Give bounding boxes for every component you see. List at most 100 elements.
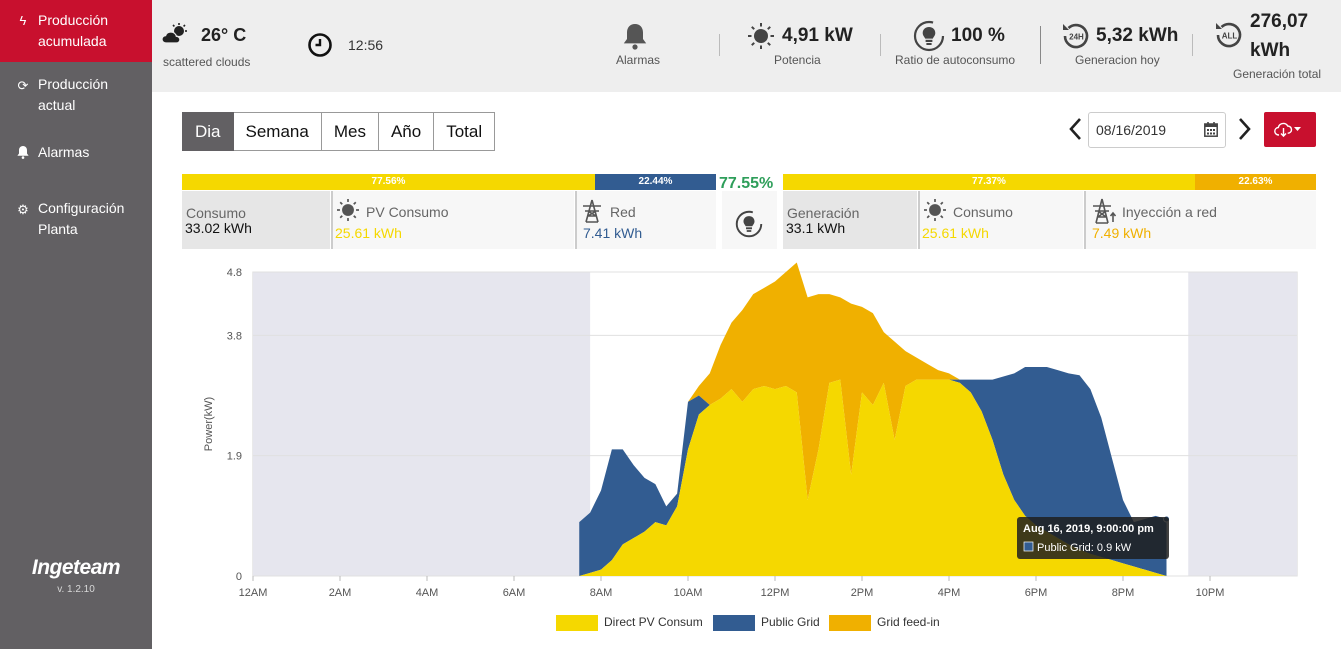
night-band (1188, 272, 1297, 576)
x-tick-label: 4PM (938, 587, 961, 599)
sidebar-item-produccion-actual[interactable]: ⟳ Producción actual (0, 74, 152, 122)
x-tick-label: 8AM (590, 587, 613, 599)
svg-text:24H: 24H (1069, 33, 1084, 42)
y-tick-label: 3.8 (227, 330, 242, 342)
legend-grid-feedin[interactable]: Grid feed-in (829, 614, 940, 632)
next-date-button[interactable] (1238, 117, 1252, 145)
sidebar-item-alarmas[interactable]: Alarmas (0, 142, 152, 164)
24h-icon: 24H (1060, 21, 1092, 56)
x-tick-label: 4AM (416, 587, 439, 599)
alarms-link[interactable]: Alarmas (616, 53, 661, 67)
consumption-value: 33.02 kWh (185, 220, 252, 236)
generation-total-unit: kWh (1250, 40, 1291, 61)
legend-label: Direct PV Consum (604, 615, 703, 629)
current-time: 12:56 (348, 37, 384, 53)
consumption-total-panel: Consumo 33.02 kWh (182, 191, 330, 249)
chevron-left-icon (1069, 118, 1081, 140)
calendar-icon[interactable] (1204, 122, 1218, 137)
sidebar-item-label: Producción actual (38, 76, 109, 113)
x-tick-label: 12PM (761, 587, 790, 599)
legend-label: Grid feed-in (877, 615, 940, 629)
generation-consumption-panel: Consumo 25.61 kWh (918, 191, 1083, 249)
generation-total-panel: Generación 33.1 kWh (783, 191, 917, 249)
generation-label: Generación (787, 205, 860, 221)
pv-consumption-value: 25.61 kWh (335, 225, 402, 241)
x-tick-label: 10PM (1196, 587, 1225, 599)
divider (719, 34, 720, 56)
download-button[interactable] (1264, 112, 1316, 147)
tab-mes[interactable]: Mes (321, 112, 379, 151)
pv-consumption-panel: PV Consumo 25.61 kWh (331, 191, 574, 249)
grid-consumption-panel: Red 7.41 kWh (575, 191, 716, 249)
bulb-cycle-icon (913, 20, 945, 57)
x-tick-label: 6PM (1025, 587, 1048, 599)
power-tower-upload-icon (1092, 198, 1117, 229)
weather-description: scattered clouds (163, 55, 251, 69)
x-tick-label: 12AM (239, 587, 268, 599)
legend-public-grid[interactable]: Public Grid (713, 614, 820, 632)
date-input[interactable] (1088, 112, 1226, 148)
legend-swatch (556, 614, 598, 631)
self-consumption-value: 100 % (951, 25, 1005, 46)
generation-total-value: 276,07 (1250, 11, 1309, 32)
power-label: Potencia (774, 53, 821, 67)
tooltip-title: Aug 16, 2019, 9:00:00 pm (1023, 523, 1154, 535)
injection-panel: Inyección a red 7.49 kWh (1084, 191, 1316, 249)
generation-total-label: Generación total (1233, 67, 1322, 81)
cloud-sun-icon (161, 23, 188, 50)
direct-pv-area (579, 379, 1167, 576)
generation-consumption-label: Consumo (953, 204, 1013, 220)
grid-consumption-label: Red (610, 204, 636, 220)
self-consumption-label: Ratio de autoconsumo (895, 53, 1016, 67)
consumption-grid-bar: 22.44% (595, 174, 716, 190)
self-consumption-ratio: 77.55% (719, 175, 774, 192)
generation-injection-bar: 22.63% (1195, 174, 1316, 190)
x-tick-label: 10AM (674, 587, 703, 599)
power-tower-icon (581, 199, 603, 228)
pv-consumption-label: PV Consumo (366, 204, 449, 220)
ratio-panel (722, 191, 777, 249)
status-bar: 26° C scattered clouds 12:56 Alarmas 4,9… (152, 0, 1341, 92)
svg-text:ALL: ALL (1222, 32, 1238, 41)
period-tabs: Dia Semana Mes Año Total (182, 112, 496, 151)
sun-icon (748, 23, 774, 54)
app-version: v. 1.2.10 (57, 584, 95, 595)
tooltip-line: Public Grid: 0.9 kW (1037, 542, 1132, 554)
divider (880, 34, 881, 56)
generation-today-label: Generacion hoy (1075, 53, 1160, 67)
generation-consumption-bar: 77.37% (783, 174, 1195, 190)
tooltip-point (1163, 515, 1170, 523)
divider (1192, 34, 1193, 56)
previous-date-button[interactable] (1068, 117, 1082, 145)
consumption-pv-bar: 77.56% (182, 174, 595, 190)
refresh-icon: ⟳ (17, 78, 29, 93)
bell-icon (16, 146, 30, 160)
tab-semana[interactable]: Semana (233, 112, 322, 151)
sidebar-item-produccion-acumulada[interactable]: ϟ Producción acumulada (0, 0, 152, 62)
grid-feedin-area (579, 262, 1167, 523)
tooltip-swatch (1023, 541, 1034, 552)
divider (1040, 26, 1041, 64)
night-band (253, 272, 591, 576)
x-tick-label: 2AM (329, 587, 352, 599)
public-grid-area (579, 367, 1167, 576)
sidebar-item-label: Configuración Planta (38, 200, 125, 237)
cloud-download-icon (1274, 122, 1301, 138)
x-tick-label: 2PM (851, 587, 874, 599)
tab-ano[interactable]: Año (378, 112, 435, 151)
sun-icon (337, 199, 359, 226)
legend-label: Public Grid (761, 615, 820, 629)
tooltip-box (1017, 517, 1169, 559)
y-tick-label: 4.8 (227, 267, 242, 279)
ingeteam-logo: Ingeteam (31, 556, 121, 579)
sidebar-item-label: Alarmas (38, 144, 90, 160)
alarm-bell-icon[interactable] (623, 24, 647, 55)
y-tick-label: 1.9 (227, 451, 242, 463)
grid-consumption-value: 7.41 kWh (583, 225, 643, 241)
tab-total[interactable]: Total (434, 112, 496, 151)
sidebar-item-configuracion-planta[interactable]: ⚙ Configuración Planta (0, 198, 152, 246)
legend-direct-pv[interactable]: Direct PV Consum (556, 614, 703, 632)
tab-dia[interactable]: Dia (182, 112, 234, 151)
